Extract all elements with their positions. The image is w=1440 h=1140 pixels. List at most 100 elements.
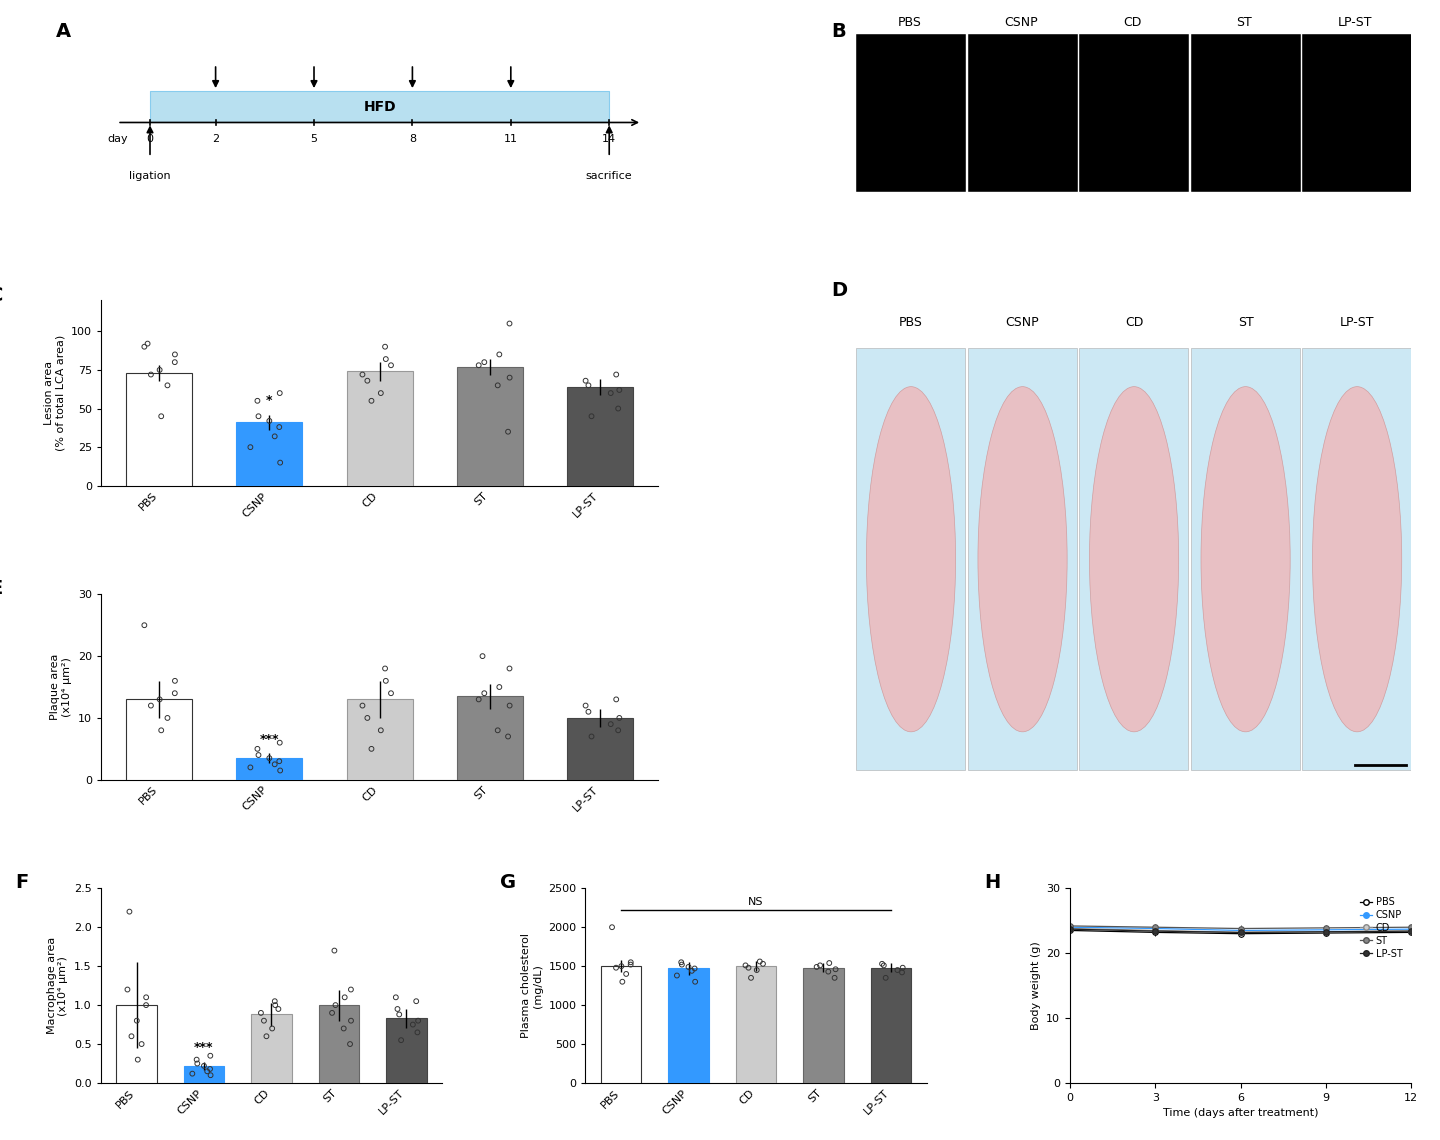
Point <box>239 758 262 776</box>
Point <box>163 353 186 372</box>
Point <box>150 722 173 740</box>
Point <box>824 969 847 987</box>
Point <box>264 992 287 1010</box>
Point <box>268 752 291 771</box>
Point <box>269 762 292 780</box>
Bar <box>236 758 302 780</box>
Point <box>373 659 396 677</box>
Point <box>374 350 397 368</box>
Text: C: C <box>0 285 4 304</box>
Point <box>246 392 269 410</box>
Point <box>356 372 379 390</box>
Point <box>615 964 638 983</box>
Point <box>611 972 634 991</box>
Point <box>132 616 156 634</box>
Point <box>125 1011 148 1029</box>
Point <box>321 1004 344 1023</box>
Point <box>264 996 287 1015</box>
Point <box>386 1000 409 1018</box>
Point <box>156 709 179 727</box>
Bar <box>804 968 844 1083</box>
Point <box>680 962 703 980</box>
Point <box>406 1024 429 1042</box>
Point <box>683 960 706 978</box>
Point <box>599 715 622 733</box>
Bar <box>347 372 413 486</box>
Point <box>487 376 510 394</box>
Point <box>816 962 840 980</box>
Point <box>255 1027 278 1045</box>
Text: PBS: PBS <box>899 316 923 329</box>
Text: HFD: HFD <box>363 99 396 114</box>
Y-axis label: Macrophage area
(x10⁴ μm²): Macrophage area (x10⁴ μm²) <box>48 937 69 1034</box>
Bar <box>567 386 634 486</box>
Point <box>752 954 775 972</box>
Ellipse shape <box>1312 386 1401 732</box>
Bar <box>567 718 634 780</box>
Point <box>380 684 403 702</box>
Point <box>405 992 428 1010</box>
Y-axis label: Body weight (g): Body weight (g) <box>1031 942 1041 1031</box>
Point <box>580 407 603 425</box>
Point <box>117 980 140 999</box>
Point <box>135 988 158 1007</box>
Point <box>605 366 628 384</box>
Point <box>488 678 511 697</box>
Point <box>684 972 707 991</box>
Legend: PBS, CSNP, CD, ST, LP-ST: PBS, CSNP, CD, ST, LP-ST <box>1356 893 1407 962</box>
Text: 11: 11 <box>504 133 518 144</box>
Point <box>199 1066 222 1084</box>
Point <box>874 969 897 987</box>
Point <box>871 954 894 972</box>
Point <box>252 1011 275 1029</box>
Point <box>333 1019 356 1037</box>
Point <box>387 1005 410 1024</box>
Bar <box>347 700 413 780</box>
Point <box>130 1035 153 1053</box>
Point <box>886 961 909 979</box>
Point <box>488 345 511 364</box>
Point <box>402 1016 425 1034</box>
Y-axis label: Plaque area
(x10⁴ μm²): Plaque area (x10⁴ μm²) <box>50 654 72 720</box>
Bar <box>127 700 193 780</box>
Point <box>140 697 163 715</box>
Text: CD: CD <box>1123 16 1142 30</box>
Point <box>150 407 173 425</box>
Text: 5: 5 <box>311 133 317 144</box>
Text: sacrifice: sacrifice <box>586 171 632 181</box>
Point <box>163 671 186 690</box>
Text: F: F <box>16 873 29 891</box>
Point <box>467 356 490 374</box>
Point <box>384 988 408 1007</box>
Point <box>351 366 374 384</box>
Text: D: D <box>831 282 847 300</box>
Point <box>498 659 521 677</box>
Point <box>132 337 156 356</box>
Ellipse shape <box>978 386 1067 732</box>
Text: 2: 2 <box>212 133 219 144</box>
Bar <box>386 1018 426 1083</box>
Point <box>193 1057 216 1075</box>
Text: ***: *** <box>194 1041 213 1054</box>
Point <box>356 709 379 727</box>
Bar <box>236 423 302 486</box>
Point <box>575 697 598 715</box>
Text: ST: ST <box>1238 316 1253 329</box>
Ellipse shape <box>1090 386 1179 732</box>
Bar <box>736 967 776 1083</box>
Point <box>196 1062 219 1081</box>
Bar <box>1302 34 1413 192</box>
Point <box>498 697 521 715</box>
Point <box>163 345 186 364</box>
Point <box>606 722 629 740</box>
Ellipse shape <box>867 386 956 732</box>
Point <box>577 376 600 394</box>
Point <box>369 384 392 402</box>
Point <box>580 727 603 746</box>
Text: 14: 14 <box>602 133 616 144</box>
Text: PBS: PBS <box>897 16 922 30</box>
Point <box>148 360 171 378</box>
Point <box>498 368 521 386</box>
Point <box>619 955 642 974</box>
Bar <box>600 967 641 1083</box>
